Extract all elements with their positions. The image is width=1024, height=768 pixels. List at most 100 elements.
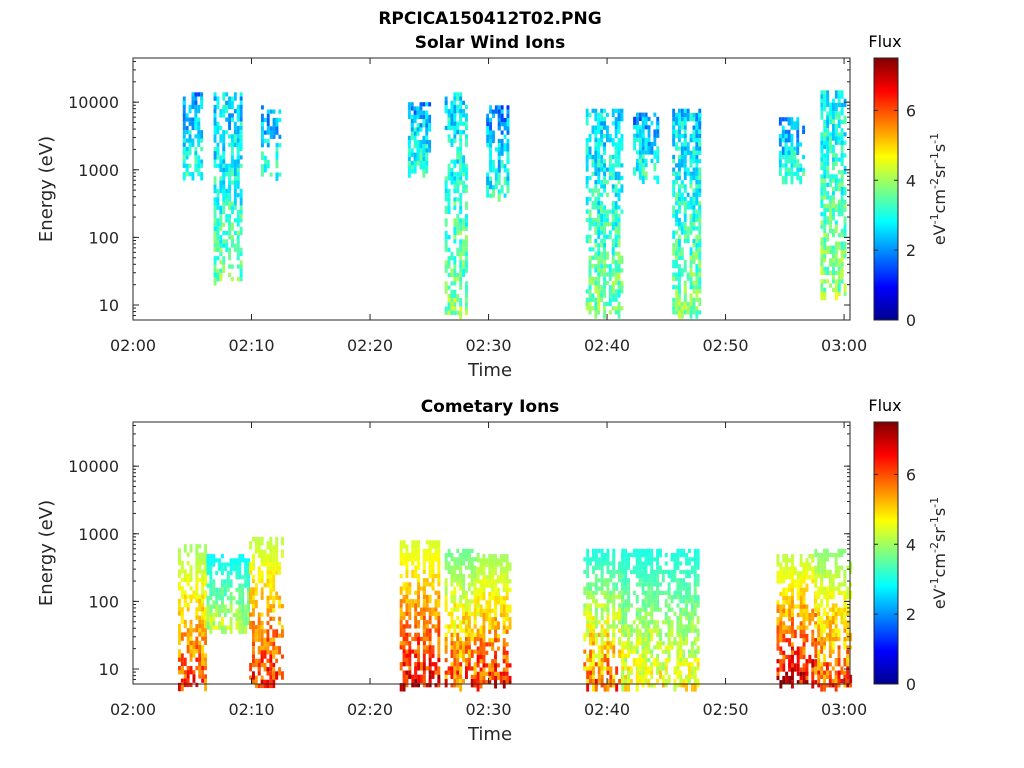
heatmap-cell (698, 251, 702, 260)
heatmap-cell (831, 666, 835, 671)
plot-frame (132, 421, 851, 685)
heatmap-cell (826, 683, 829, 688)
heatmap-cell (823, 212, 827, 217)
heatmap-cell (216, 247, 220, 252)
heatmap-cell (204, 594, 207, 599)
heatmap-cell (494, 566, 497, 576)
heatmap-cell (589, 616, 592, 621)
heatmap-cell (257, 629, 261, 634)
heatmap-cell (434, 683, 438, 688)
heatmap-cell (407, 165, 411, 170)
heatmap-cell (488, 600, 492, 609)
heatmap-cell (837, 90, 841, 95)
heatmap-cell (594, 297, 598, 302)
heatmap-cell (591, 217, 595, 227)
heatmap-cell (615, 683, 619, 692)
heatmap-cell (473, 670, 477, 675)
heatmap-cell (261, 155, 264, 160)
heatmap-cell (260, 620, 264, 626)
heatmap-cell (411, 557, 415, 562)
heatmap-cell (820, 586, 824, 595)
heatmap-cell (837, 178, 841, 183)
heatmap-cell (627, 586, 630, 591)
heatmap-cell (275, 164, 279, 169)
heatmap-cell (422, 569, 426, 574)
heatmap-cell (266, 574, 270, 579)
heatmap-cell (638, 582, 642, 587)
heatmap-cell (635, 616, 639, 621)
heatmap-cell (617, 251, 621, 260)
heatmap-cell (459, 142, 463, 147)
heatmap-cell (630, 666, 633, 671)
heatmap-cell (465, 222, 468, 227)
heatmap-cell (620, 163, 624, 168)
heatmap-cell (591, 201, 595, 210)
heatmap-cell (843, 140, 847, 145)
heatmap-cell (805, 633, 809, 643)
heatmap-cell (820, 645, 824, 654)
heatmap-cell (837, 170, 841, 175)
heatmap-cell (650, 146, 654, 155)
heatmap-cell (672, 138, 676, 147)
heatmap-cell (411, 674, 415, 679)
heatmap-cell (216, 188, 220, 198)
heatmap-cell (823, 637, 826, 642)
heatmap-cell (796, 654, 800, 664)
heatmap-cell (275, 536, 279, 542)
heatmap-cell (233, 230, 237, 236)
heatmap-cell (675, 129, 678, 134)
heatmap-cell (499, 596, 503, 605)
heatmap-cell (675, 146, 678, 151)
heatmap-cell (647, 679, 651, 688)
heatmap-cell (189, 569, 193, 574)
heatmap-cell (776, 671, 780, 676)
heatmap-cell (506, 189, 510, 194)
heatmap-cell (462, 260, 465, 269)
heatmap-cell (252, 578, 255, 584)
heatmap-cell (182, 113, 186, 122)
heatmap-cell (588, 213, 592, 218)
heatmap-cell (215, 587, 219, 592)
heatmap-cell (808, 659, 812, 664)
heatmap-cell (586, 582, 590, 587)
heatmap-cell (195, 598, 199, 603)
heatmap-cell (189, 682, 193, 687)
heatmap-cell (425, 119, 429, 124)
heatmap-cell (826, 119, 830, 124)
heatmap-cell (180, 682, 184, 692)
heatmap-cell (188, 117, 192, 122)
heatmap-cell (485, 642, 489, 647)
heatmap-cell (695, 276, 699, 286)
heatmap-cell (236, 230, 240, 236)
heatmap-cell (647, 582, 651, 587)
heatmap-cell (802, 675, 806, 685)
heatmap-cell (444, 125, 448, 131)
heatmap-cell (257, 671, 261, 676)
heatmap-cell (238, 596, 242, 601)
heatmap-cell (485, 612, 489, 622)
y-axis-label: Energy (eV) (36, 500, 57, 606)
heatmap-cell (272, 650, 276, 659)
heatmap-cell (840, 161, 844, 166)
heatmap-cell (213, 235, 217, 240)
heatmap-cell (428, 666, 432, 671)
heatmap-cell (586, 658, 590, 663)
heatmap-cell (690, 599, 694, 604)
heatmap-cell (489, 109, 492, 114)
heatmap-cell (608, 133, 612, 143)
heatmap-cell (832, 199, 835, 204)
heatmap-cell (239, 188, 243, 198)
heatmap-cell (231, 239, 234, 248)
heatmap-cell (231, 163, 234, 168)
heatmap-cell (823, 224, 827, 229)
heatmap-cell (221, 562, 224, 567)
heatmap-cell (670, 574, 674, 583)
heatmap-cell (603, 603, 607, 612)
heatmap-cell (450, 159, 454, 164)
heatmap-cell (189, 657, 193, 662)
heatmap-cell (678, 255, 681, 260)
heatmap-cell (817, 590, 821, 600)
heatmap-cell (408, 599, 412, 604)
heatmap-cell (178, 611, 181, 616)
heatmap-cell (225, 197, 229, 206)
